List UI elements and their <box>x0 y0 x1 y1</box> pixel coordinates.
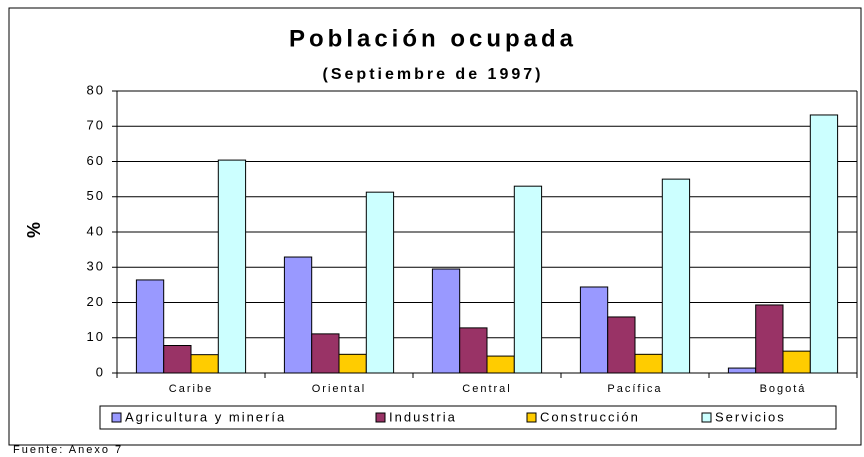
legend-swatch <box>375 412 386 423</box>
x-tick-label: Caribe <box>169 383 213 395</box>
legend-swatch <box>526 412 537 423</box>
bar <box>135 279 165 374</box>
bar <box>513 185 543 374</box>
legend-label: Industria <box>389 409 457 424</box>
source-note: Fuente: Anexo 7 <box>13 444 123 456</box>
y-axis-label: % <box>24 222 44 238</box>
y-tick-label: 10 <box>87 329 105 344</box>
bar <box>190 354 219 374</box>
legend-label: Construcción <box>540 409 640 424</box>
bar <box>459 327 488 374</box>
bar <box>579 286 609 374</box>
bar <box>727 367 757 374</box>
chart-subtitle: (Septiembre de 1997) <box>323 66 544 83</box>
y-tick-label: 0 <box>96 364 105 379</box>
bar <box>607 316 636 374</box>
bar <box>486 355 515 374</box>
bar <box>163 345 192 374</box>
bar <box>338 353 367 374</box>
chart-title: Población ocupada <box>289 25 577 52</box>
legend-swatch <box>111 412 122 423</box>
x-tick-label: Pacífica <box>607 383 662 395</box>
y-tick-label: 20 <box>87 294 105 309</box>
y-tick-label: 60 <box>87 153 105 168</box>
legend-label: Servicios <box>715 409 786 424</box>
bar <box>782 350 811 374</box>
y-tick-label: 30 <box>87 259 105 274</box>
bar <box>755 304 784 374</box>
legend-label: Agricultura y minería <box>125 409 286 424</box>
bar <box>217 159 247 374</box>
legend-box <box>99 405 837 430</box>
y-tick-label: 40 <box>87 223 105 238</box>
y-tick-label: 70 <box>87 118 105 133</box>
bar <box>283 256 313 374</box>
bar <box>311 333 340 374</box>
bar <box>634 353 663 374</box>
bar <box>365 191 395 374</box>
bar <box>661 178 691 374</box>
x-tick-label: Central <box>462 383 511 395</box>
bar <box>809 114 839 374</box>
x-tick-label: Bogotá <box>760 383 807 395</box>
y-tick-label: 80 <box>87 82 105 97</box>
legend-swatch <box>701 412 712 423</box>
bar <box>431 268 461 374</box>
x-tick-label: Oriental <box>312 383 367 395</box>
y-tick-label: 50 <box>87 188 105 203</box>
